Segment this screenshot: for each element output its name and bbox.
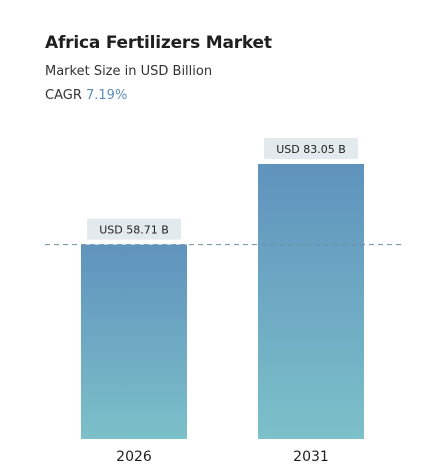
data-label-box-2031: [264, 138, 358, 159]
chart-title: Africa Fertilizers Market: [45, 33, 272, 53]
cagr-value: 7.19%: [86, 88, 128, 103]
data-label-2026: USD 58.71 B: [99, 224, 169, 237]
data-label-box-2026: [87, 218, 181, 240]
data-label-2031: USD 83.05 B: [276, 143, 346, 156]
chart-subtitle: Market Size in USD Billion: [45, 64, 213, 79]
x-tick-label-2026: 2026: [116, 449, 152, 465]
bar-2026: [81, 244, 187, 439]
cagr-label: CAGR: [45, 88, 82, 103]
x-tick-label-2031: 2031: [293, 449, 329, 465]
bar-2031: [258, 164, 364, 439]
cagr-line: CAGR 7.19%: [45, 88, 127, 103]
